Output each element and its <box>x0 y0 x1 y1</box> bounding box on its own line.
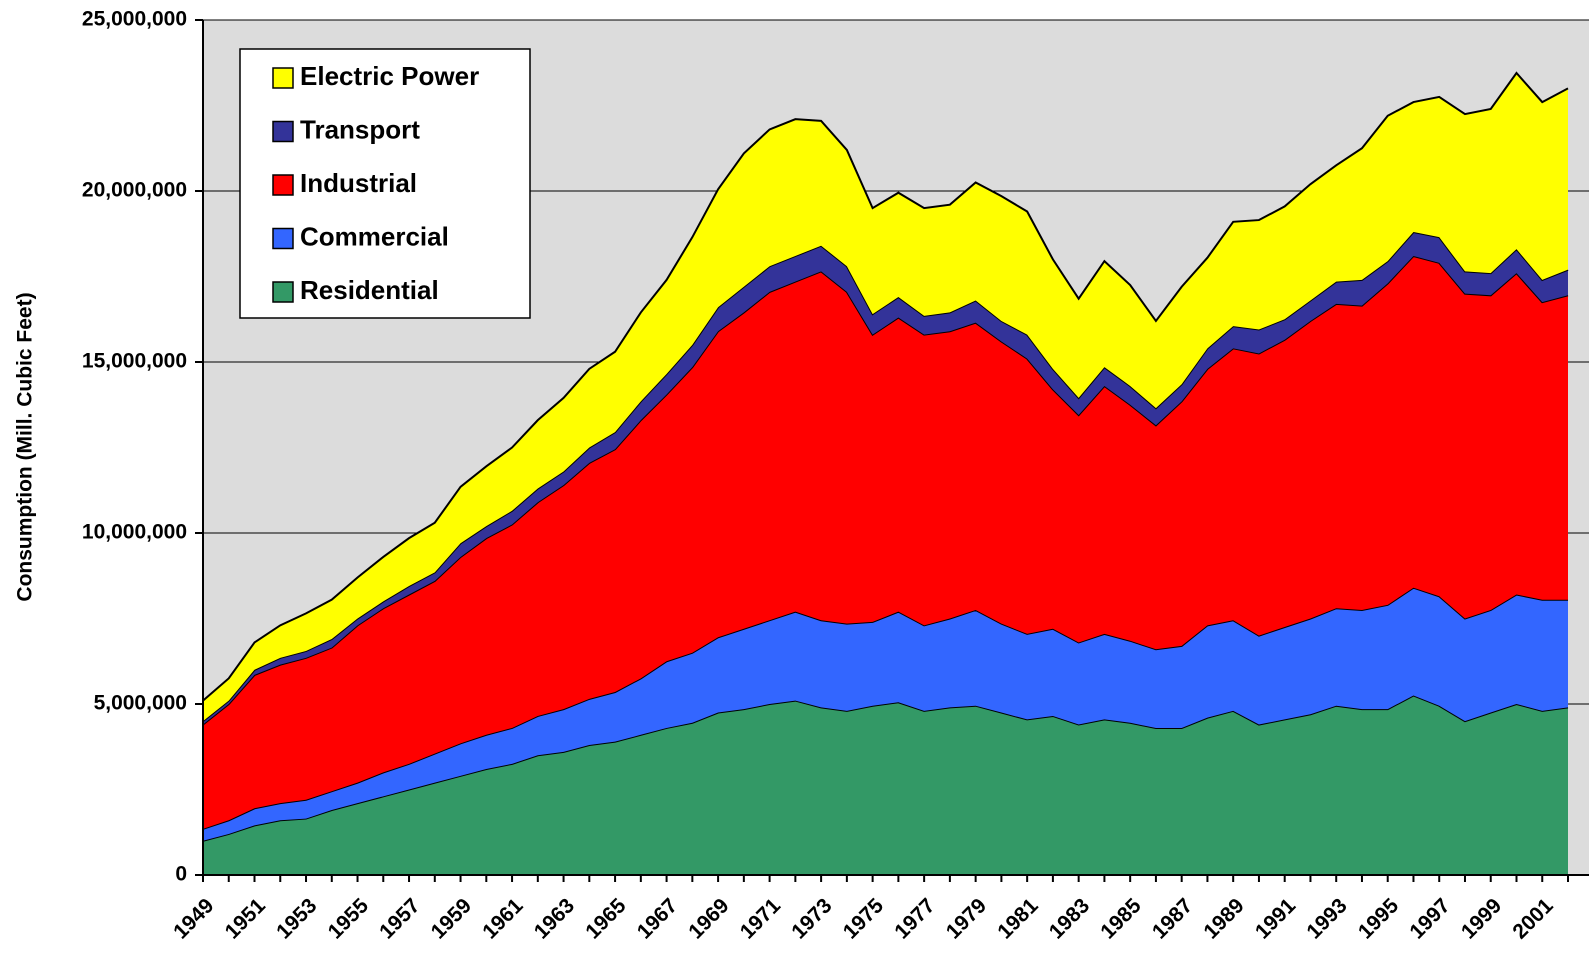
x-tick-label: 1973 <box>787 894 836 943</box>
area <box>203 695 1568 875</box>
legend-label: Residential <box>300 275 439 305</box>
x-tick-label: 1981 <box>993 894 1043 944</box>
legend-label: Industrial <box>300 168 417 198</box>
x-tick-label: 1959 <box>427 894 476 943</box>
x-tick-label: 1963 <box>530 894 579 943</box>
x-tick-label: 1983 <box>1045 894 1094 943</box>
y-tick-label: 10,000,000 <box>82 521 187 544</box>
x-tick-label: 1971 <box>736 894 786 944</box>
y-tick-label: 15,000,000 <box>82 350 187 373</box>
y-axis-title: Consumption (Mill. Cubic Feet) <box>14 292 37 601</box>
x-tick-label: 1961 <box>478 894 528 944</box>
x-tick-label: 1967 <box>633 894 682 943</box>
x-tick-label: 1953 <box>272 894 321 943</box>
area-outline <box>202 71 1569 702</box>
legend-swatch <box>272 281 294 303</box>
legend-label: Transport <box>300 114 420 144</box>
y-tick-label: 25,000,000 <box>82 8 187 31</box>
x-tick-label: 1999 <box>1457 894 1506 943</box>
y-tick-label: 5,000,000 <box>94 692 187 715</box>
x-tick-label: 1989 <box>1199 894 1248 943</box>
x-tick-label: 1955 <box>324 894 374 944</box>
x-tick-label: 1979 <box>942 894 991 943</box>
x-tick-label: 1993 <box>1302 894 1351 943</box>
x-tick-label: 1987 <box>1148 894 1197 943</box>
legend-label: Commercial <box>300 221 449 251</box>
x-tick-label: 1949 <box>169 894 218 943</box>
area <box>203 73 1568 722</box>
x-tick-label: 1997 <box>1405 894 1454 943</box>
legend-label: Electric Power <box>300 61 479 91</box>
x-tick-label: 2001 <box>1508 894 1558 944</box>
area <box>203 255 1568 829</box>
x-tick-label: 1957 <box>375 894 424 943</box>
legend-swatch <box>272 67 294 89</box>
x-tick-label: 1977 <box>890 894 939 943</box>
x-tick-label: 1969 <box>684 894 733 943</box>
x-tick-label: 1991 <box>1251 894 1301 944</box>
x-tick-label: 1985 <box>1096 894 1146 944</box>
y-tick-label: 0 <box>175 863 187 886</box>
legend-swatch <box>272 174 294 196</box>
x-tick-label: 1965 <box>581 894 631 944</box>
y-tick-label: 20,000,000 <box>82 179 187 202</box>
legend-swatch <box>272 227 294 250</box>
x-tick-label: 1975 <box>839 894 889 944</box>
legend: Electric Power Transport Industrial Commerc… <box>239 48 531 319</box>
x-tick-label: 1951 <box>221 894 271 944</box>
x-tick-label: 1995 <box>1354 894 1404 944</box>
legend-swatch <box>272 120 294 143</box>
area <box>203 587 1568 841</box>
